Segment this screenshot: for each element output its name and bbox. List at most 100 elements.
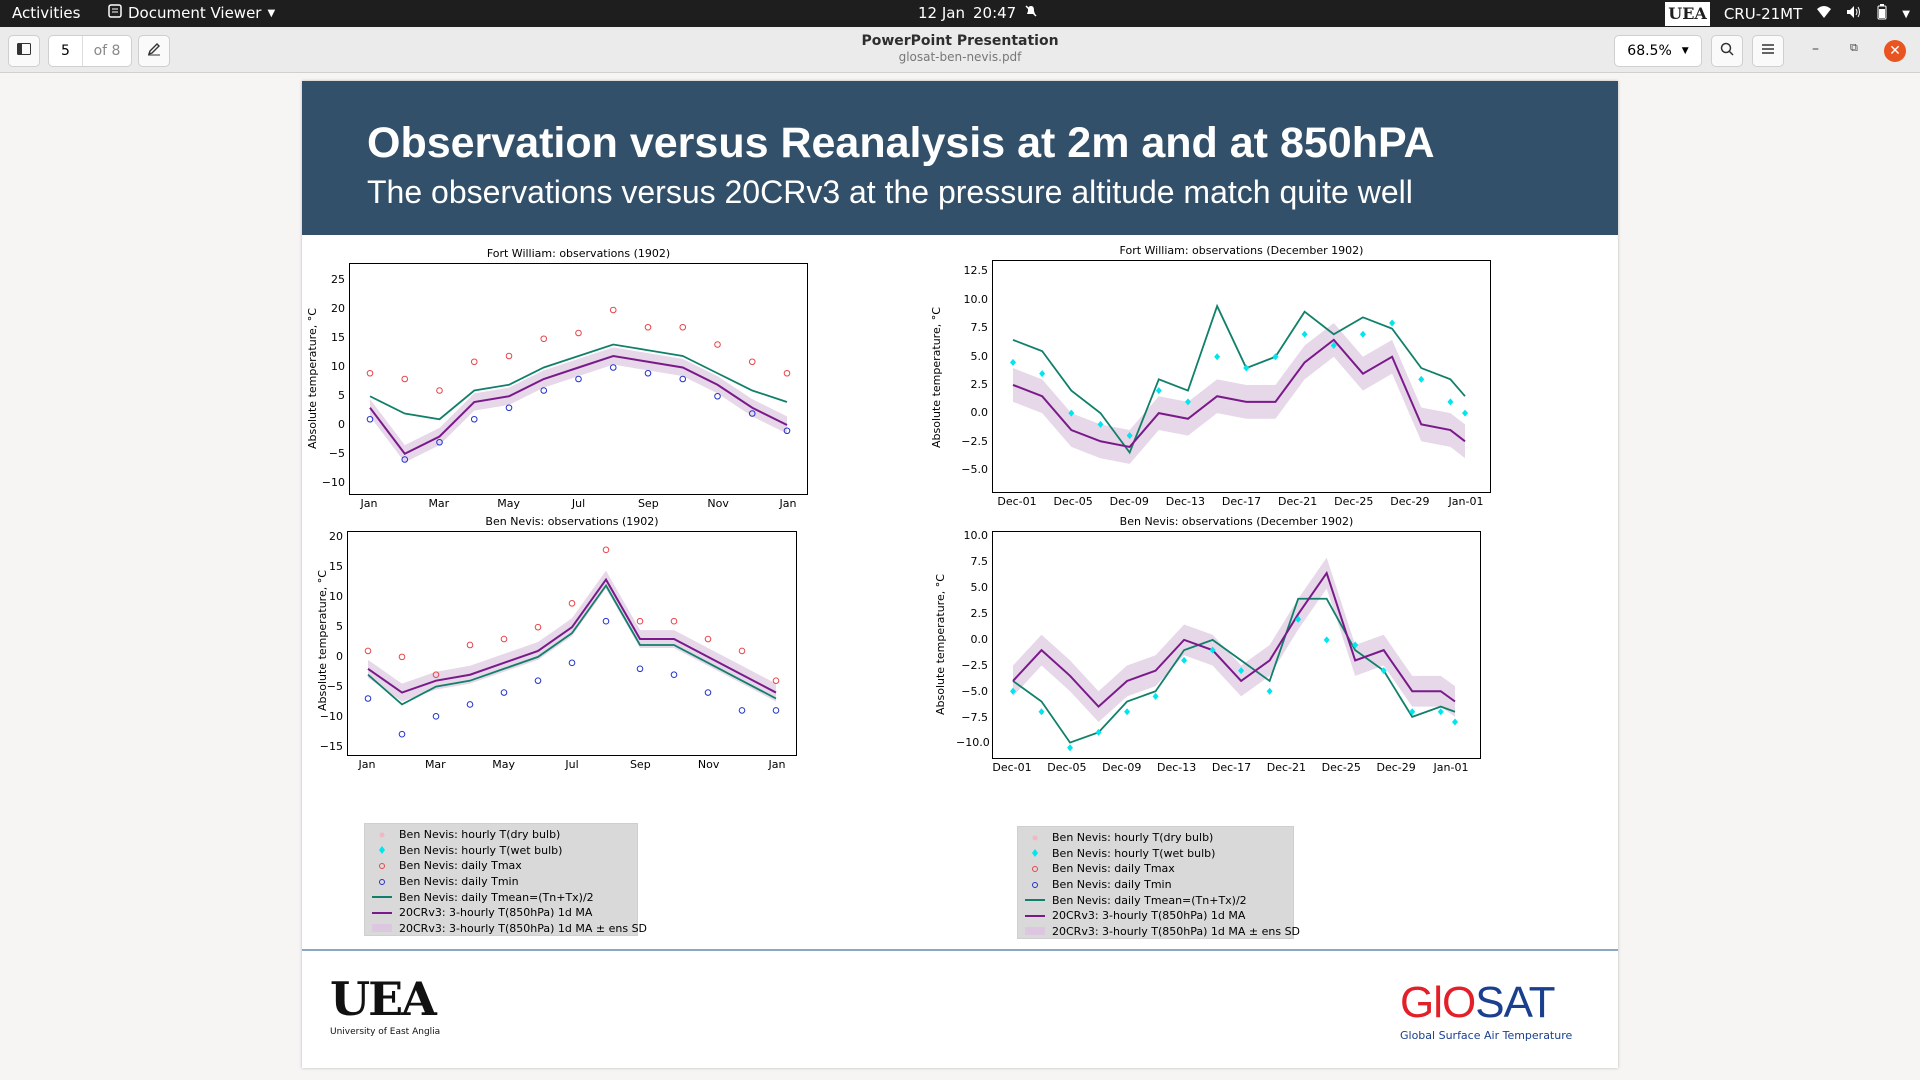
point-ben-nevis-daily-tmin [738,707,746,714]
app-menu[interactable]: Document Viewer ▼ [108,4,275,22]
chart-ben-nevis-dec-1902: Ben Nevis: observations (December 1902) … [934,515,1618,775]
activities-button[interactable]: Activities [12,4,81,22]
legend-right: Ben Nevis: hourly T(dry bulb) Ben Nevis:… [1017,826,1300,939]
point-ben-nevis-daily-tmin [366,415,374,423]
legend-label: Ben Nevis: hourly T(dry bulb) [399,828,561,842]
y-tick-label: −10 [319,710,343,723]
point-ben-nevis-daily-tmin [466,701,474,708]
annotate-button[interactable] [138,35,170,67]
plot-area [992,531,1481,759]
main-menu-button[interactable] [1752,35,1784,67]
point-ben-nevis-hourly-t-wet-bulb- [1452,718,1458,726]
y-tick-label: −2.5 [961,658,988,672]
series-line-20crv3-3-hourly-t-850hpa-1d-ma [1012,570,1456,709]
point-ben-nevis-daily-tmax [401,375,409,383]
restore-button[interactable]: ⧉ [1850,41,1858,54]
zoom-value: 68.5% [1627,43,1672,59]
system-tray[interactable]: UEA CRU-21MT ▼ [1665,2,1910,26]
point-ben-nevis-daily-tmax [748,358,756,366]
point-ben-nevis-daily-tmax [679,323,687,331]
y-axis-label: Absolute temperature, °C [934,574,947,715]
legend-item: 20CRv3: 3-hourly T(850hPa) 1d MA [1024,908,1287,924]
point-ben-nevis-daily-tmax [575,329,582,337]
y-tick-label: −10.0 [956,736,990,750]
document-title: PowerPoint Presentation glosat-ben-nevis… [760,33,1160,64]
x-tick-label: Dec-01 [992,761,1032,774]
point-ben-nevis-hourly-t-wet-bulb- [1462,409,1468,417]
search-icon [1720,42,1734,60]
sidebar-icon [17,43,31,59]
close-button[interactable]: ✕ [1884,40,1906,62]
y-tick-label: 0 [338,418,345,432]
point-ben-nevis-hourly-t-wet-bulb- [1418,375,1425,383]
point-ben-nevis-hourly-t-wet-bulb- [1010,358,1016,366]
legend-left: Ben Nevis: hourly T(dry bulb) Ben Nevis:… [364,823,647,936]
minimize-button[interactable]: – [1812,41,1819,57]
x-tick-label: Dec-05 [1053,495,1093,508]
sidebar-toggle-button[interactable] [8,35,40,67]
y-tick-label: −5.0 [961,684,988,698]
notifications-muted-icon [1024,4,1038,22]
y-tick-label: 20 [331,302,345,316]
point-ben-nevis-hourly-t-wet-bulb- [1272,353,1279,361]
slide-title: Observation versus Reanalysis at 2m and … [367,119,1435,167]
point-ben-nevis-daily-tmin [470,415,478,423]
point-ben-nevis-daily-tmin [609,364,617,371]
x-tick-label: Jan-01 [1433,761,1469,774]
wet-bulb-swatch [371,844,393,856]
page-selector[interactable]: 5 of 8 [48,35,132,67]
search-button[interactable] [1711,35,1743,67]
viewer-header-bar: 5 of 8 PowerPoint Presentation glosat-be… [0,27,1920,73]
zoom-selector[interactable]: 68.5% ▼ [1614,35,1702,67]
point-ben-nevis-daily-tmin [679,375,687,383]
point-ben-nevis-daily-tmax [783,369,791,377]
uea-logo: UEA University of East Anglia [330,976,450,1046]
x-tick-label: Nov [707,497,729,510]
legend-item: Ben Nevis: daily Tmin [371,874,631,890]
series-line-ben-nevis-daily-tmean-tn-tx-2 [367,583,777,706]
point-ben-nevis-hourly-t-wet-bulb- [1095,728,1102,736]
legend-label: Ben Nevis: daily Tmin [1052,878,1172,892]
x-tick-label: Dec-25 [1334,495,1374,508]
tmin-swatch [371,876,393,888]
x-tick-label: Jul [571,497,586,510]
x-tick-label: Jan [779,497,797,510]
legend-item: 20CRv3: 3-hourly T(850hPa) 1d MA [371,905,631,921]
tmin-swatch [1024,879,1046,891]
point-ben-nevis-hourly-t-wet-bulb- [1380,667,1387,675]
chart-fort-william-1902: Fort William: observations (1902) Absolu… [302,241,862,511]
dry-bulb-swatch [1024,832,1046,844]
reanalysis-swatch [371,907,393,919]
point-ben-nevis-hourly-t-wet-bulb- [1359,330,1366,338]
legend-item: Ben Nevis: hourly T(wet bulb) [371,843,631,859]
series-line-20crv3-3-hourly-t-850hpa-1d-ma [1012,338,1466,449]
y-tick-label: −10 [321,476,345,490]
point-ben-nevis-hourly-t-wet-bulb- [1068,409,1075,417]
point-ben-nevis-daily-tmin [436,438,443,446]
legend-label: Ben Nevis: daily Tmean=(Tn+Tx)/2 [1052,893,1247,907]
legend-item: Ben Nevis: daily Tmax [1024,861,1287,877]
point-ben-nevis-hourly-t-wet-bulb- [1437,708,1444,716]
system-top-bar: Activities Document Viewer ▼ 12 Jan 20:4… [0,0,1920,27]
y-tick-label: 2.5 [970,378,989,392]
legend-label: Ben Nevis: daily Tmax [399,859,522,873]
point-ben-nevis-daily-tmax [644,323,652,331]
clock[interactable]: 12 Jan 20:47 [918,4,1038,22]
uea-tray-icon: UEA [1665,2,1710,26]
page-number-input[interactable]: 5 [49,36,83,66]
point-ben-nevis-hourly-t-wet-bulb- [1389,319,1396,327]
x-tick-label: Jan [358,758,376,771]
legend-item: Ben Nevis: daily Tmax [371,858,631,874]
wet-bulb-swatch [1024,847,1046,859]
legend-label: 20CRv3: 3-hourly T(850hPa) 1d MA [1052,909,1246,923]
point-ben-nevis-daily-tmin [505,404,513,412]
chevron-down-icon: ▼ [1681,46,1689,56]
y-tick-label: 15 [329,560,343,573]
point-ben-nevis-hourly-t-wet-bulb- [1209,646,1216,654]
ens-sd-band [1013,557,1455,723]
legend-label: Ben Nevis: daily Tmax [1052,862,1175,876]
point-ben-nevis-hourly-t-wet-bulb- [1155,387,1162,395]
series-line-ben-nevis-daily-tmean-tn-tx-2 [1012,597,1456,744]
point-ben-nevis-hourly-t-wet-bulb- [1295,615,1302,623]
point-ben-nevis-daily-tmin [575,375,582,383]
